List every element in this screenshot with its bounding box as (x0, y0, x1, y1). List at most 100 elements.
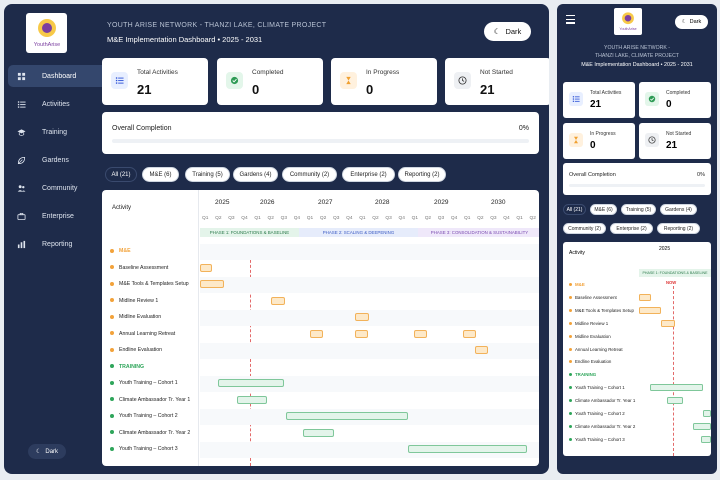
mobile-filter-chip[interactable]: Community (2) (563, 223, 606, 234)
quarter-label: Q4 (398, 216, 405, 221)
gantt-bar[interactable] (413, 329, 427, 338)
filter-chip[interactable]: Training (5) (185, 167, 230, 182)
quarter-label: Q1 (306, 216, 314, 221)
filter-chip[interactable]: M&E (6) (142, 167, 179, 182)
gantt-bar[interactable] (286, 412, 409, 420)
check-circle-icon (226, 72, 243, 89)
mobile-stat-card: Completed 0 (639, 82, 711, 118)
mobile-filter-chip[interactable]: Enterprise (2) (610, 223, 653, 234)
users-icon (17, 184, 34, 193)
list-icon (569, 92, 583, 106)
mobile-filter-chip[interactable]: M&E (6) (590, 204, 617, 215)
group-label: M&E (110, 248, 131, 254)
phase-band: PHASE 3: CONSOLIDATION & SUSTAINABILITY (418, 228, 539, 237)
mobile-logo[interactable]: YouthArise (614, 8, 642, 35)
mobile-filter-chip[interactable]: Training (5) (621, 204, 656, 215)
quarter-label: Q2 (215, 216, 222, 221)
activity-label: Youth Training – Cohort 1 (110, 380, 178, 386)
stat-label: Completed (252, 69, 284, 76)
status-dot (569, 424, 572, 428)
sidebar-item-reporting[interactable]: Reporting (8, 233, 115, 255)
dark-mode-label: Dark (505, 27, 522, 36)
filter-chip[interactable]: Enterprise (2) (342, 167, 395, 182)
mobile-dark-button[interactable]: ☾ Dark (675, 15, 708, 29)
mobile-gantt-bar[interactable] (639, 306, 661, 314)
gantt-bar[interactable] (354, 329, 368, 338)
activity-header: Activity (112, 205, 132, 211)
mobile-subtitle-2: THANZI LAKE, CLIMATE PROJECT (594, 53, 680, 59)
status-dot (569, 295, 572, 299)
gantt-chart: Activity 2025 2026 2027 2028 2029 2030 Q1 Q2 Q3 Q… (102, 190, 539, 466)
moon-icon: ☾ (493, 27, 501, 36)
quarter-label: Q4 (450, 216, 458, 221)
mobile-filter-chip[interactable]: Gardens (4) (660, 204, 697, 215)
mobile-row-label: Youth Training – Cohort 1 (569, 385, 625, 390)
row-stripe (200, 376, 539, 392)
mobile-gantt-bar[interactable] (701, 435, 711, 443)
mobile-row-text: Climate Ambassador Tr. Year 1 (575, 398, 636, 404)
sidebar-dark-toggle[interactable]: ☾ Dark (28, 444, 66, 459)
gantt-bar[interactable] (218, 379, 284, 387)
gantt-bar[interactable] (310, 329, 324, 338)
filter-chip[interactable]: Gardens (4) (233, 167, 278, 182)
dark-mode-button[interactable]: ☾ Dark (484, 22, 531, 41)
activity-label: Climate Ambassador Tr. Year 1 (110, 397, 190, 403)
activity-label: Endline Evaluation (110, 347, 162, 353)
gantt-bar[interactable] (200, 280, 224, 288)
mobile-gantt-bar[interactable] (693, 422, 711, 430)
filter-chip[interactable]: All (21) (105, 167, 137, 182)
gantt-bar[interactable] (236, 395, 267, 404)
mobile-phase-1: PHASE 1: FOUNDATIONS & BASELINE (639, 269, 711, 277)
status-dot (110, 265, 114, 270)
year-label: 2028 (375, 199, 390, 206)
mobile-gantt-bar[interactable] (703, 410, 711, 417)
row-label-text: Climate Ambassador Tr. Year 1 (119, 396, 191, 403)
logo-emblem-icon: YouthArise (619, 12, 637, 31)
mobile-filter-chip[interactable]: Reporting (2) (657, 223, 700, 234)
mobile-stat-value: 0 (666, 99, 672, 110)
quarter-label: Q2 (267, 216, 274, 221)
mobile-row-text: M&E Tools & Templates Setup (575, 307, 634, 313)
sidebar-item-gardens[interactable]: Gardens (8, 149, 115, 171)
sidebar-item-activities[interactable]: Activities (8, 93, 115, 115)
gantt-bar[interactable] (303, 428, 334, 437)
status-dot (569, 360, 572, 364)
quarter-label: Q1 (202, 216, 209, 221)
filter-chip[interactable]: Community (2) (282, 167, 337, 182)
sidebar-item-community[interactable]: Community (8, 177, 115, 199)
mobile-stat-value: 21 (666, 140, 678, 151)
logo[interactable]: YouthArise (26, 13, 67, 53)
quarter-label: Q1 (516, 216, 523, 221)
hamburger-icon[interactable] (566, 15, 575, 24)
mobile-completion-label: Overall Completion (569, 172, 616, 178)
sidebar-item-training[interactable]: Training (8, 121, 115, 143)
status-dot (569, 412, 572, 415)
completion-value: 0% (518, 125, 529, 132)
mobile-row-label: M&E (569, 282, 585, 287)
stat-value: 21 (137, 82, 152, 97)
status-dot (110, 397, 114, 402)
gantt-bar[interactable] (200, 263, 212, 272)
mobile-gantt-bar[interactable] (639, 293, 651, 301)
mobile-gantt-bar[interactable] (650, 384, 703, 392)
year-label: 2029 (434, 199, 449, 206)
gantt-bar[interactable] (463, 329, 477, 338)
graduation-cap-icon (17, 128, 34, 137)
sidebar-item-label: Gardens (42, 156, 69, 164)
gantt-bar[interactable] (475, 346, 489, 354)
gantt-bar[interactable] (408, 445, 528, 453)
mobile-filter-chip[interactable]: All (21) (563, 204, 586, 215)
status-dot (569, 347, 572, 351)
stat-label: Total Activities (137, 69, 178, 76)
sidebar-item-label: Community (42, 184, 78, 192)
gantt-bar[interactable] (354, 313, 369, 321)
mobile-row-text: Youth Training – Cohort 3 (575, 436, 625, 442)
gantt-bar[interactable] (270, 296, 286, 305)
mobile-logo-text: YouthArise (619, 27, 636, 31)
mobile-row-text: Youth Training – Cohort 2 (575, 411, 625, 416)
filter-chip[interactable]: Reporting (2) (398, 167, 446, 182)
sidebar-item-enterprise[interactable]: Enterprise (8, 205, 115, 227)
mobile-gantt-bar[interactable] (661, 319, 675, 327)
sidebar-item-dashboard[interactable]: Dashboard (8, 65, 115, 87)
mobile-gantt-bar[interactable] (667, 397, 683, 405)
